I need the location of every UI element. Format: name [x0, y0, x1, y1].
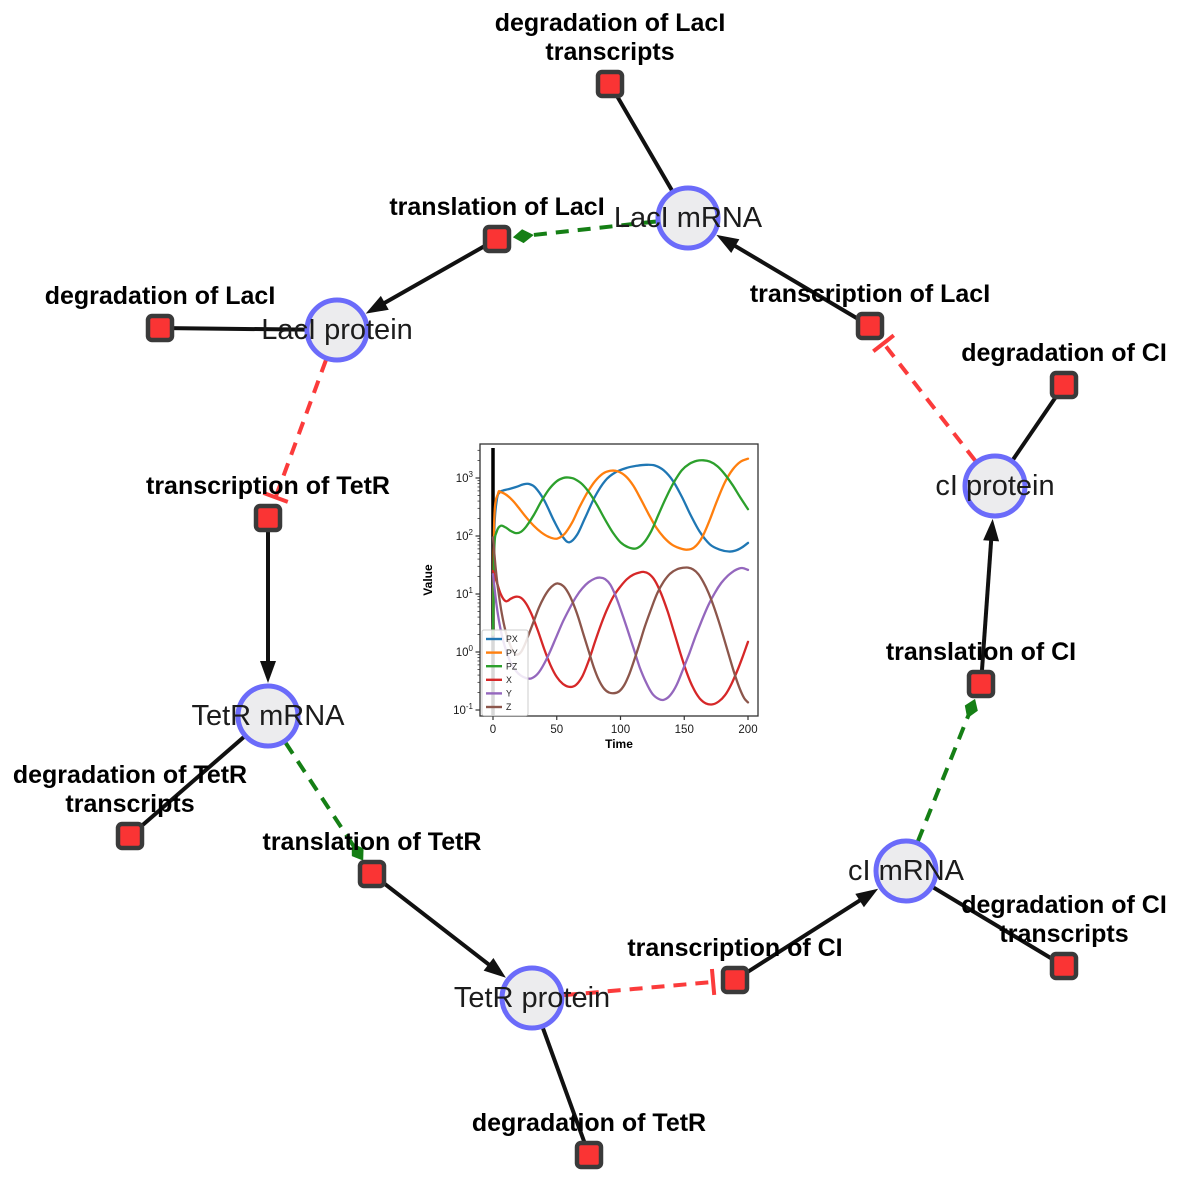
reaction-label-rx-transl-laci: translation of LacI: [389, 193, 604, 221]
edge-product-rx-txn-ci-to-sp-ci-mrna: [733, 888, 879, 982]
reaction-label-rx-deg-laci-tx-line2: transcripts: [545, 38, 674, 66]
reaction-label-rx-deg-ci-tx-line2: transcripts: [999, 920, 1128, 948]
modifier-arrowhead: [512, 229, 534, 244]
reaction-label-rx-transl-ci: translation of CI: [886, 638, 1076, 666]
labels-layer: LacI mRNA LacI protein TetR mRNA TetR prote…: [13, 9, 1167, 1137]
arrowhead: [260, 661, 276, 683]
edge-product-rx-txn-tetr-to-sp-tetr-mrna: [260, 518, 276, 683]
legend: PX PY PZ XYZ: [481, 629, 529, 717]
edge-modifier-sp-ci-mrna-to-rx-transl-ci: [916, 698, 978, 843]
reaction-label-rx-txn-ci: transcription of CI: [627, 934, 842, 962]
reaction-node-rx-txn-ci: [720, 965, 750, 995]
species-node-sp-ci-protein: [962, 453, 1028, 519]
species-node-sp-laci-mrna: [655, 185, 721, 251]
timecourse-inset-plot: 0 50 100 150 200 10-1 100 101 102 103 Time Value PX P…: [415, 428, 780, 773]
legend-label-X: X: [506, 675, 512, 685]
species-label-sp-ci-protein: cI protein: [935, 470, 1054, 502]
x-axis-label: Time: [605, 737, 633, 751]
series-line-PZ: [491, 459, 750, 636]
series-line-PY: [491, 457, 750, 636]
reaction-label-rx-deg-tetr-tx-line1: degradation of TetR: [13, 761, 247, 789]
arrowhead: [483, 957, 506, 978]
reaction-node-rx-transl-laci: [482, 224, 512, 254]
edge-product-rx-txn-laci-to-sp-laci-mrna: [716, 234, 872, 328]
legend-label-Y: Y: [506, 689, 512, 699]
reaction-node-rx-deg-tetr-tx: [115, 821, 145, 851]
inhibition-tbar: [709, 968, 717, 996]
x-tick-label: 200: [738, 724, 757, 736]
species-label-sp-tetr-protein: TetR protein: [454, 982, 610, 1014]
edge-inhibitor-sp-ci-protein-to-rx-txn-laci: [872, 333, 977, 463]
inhibition-tbar: [872, 333, 896, 353]
inhibition-tbar: [262, 490, 289, 504]
reaction-label-rx-deg-ci: degradation of CI: [961, 339, 1167, 367]
x-tick-label: 0: [490, 724, 496, 736]
legend-label-PZ: PZ: [506, 661, 518, 671]
reaction-label-rx-deg-laci-tx-line1: degradation of LacI: [495, 9, 726, 37]
edge-product-rx-transl-ci-to-sp-ci-protein: [979, 518, 1000, 685]
nodes-layer: [115, 69, 1079, 1170]
arrowhead: [716, 234, 740, 253]
species-node-sp-tetr-protein: [499, 965, 565, 1031]
arrowhead: [365, 295, 389, 314]
reaction-label-rx-deg-tetr-tx-line2: transcripts: [65, 790, 194, 818]
reaction-node-rx-deg-ci: [1049, 370, 1079, 400]
edge-modifier-sp-laci-mrna-to-rx-transl-laci: [512, 219, 657, 244]
series-line-PX: [491, 463, 750, 636]
legend-label-Z: Z: [506, 702, 512, 712]
axes-frame: [479, 443, 759, 717]
reaction-node-rx-transl-ci: [966, 669, 996, 699]
species-node-sp-laci-protein: [304, 297, 370, 363]
modifier-arrowhead: [351, 843, 364, 861]
edge-product-rx-transl-tetr-to-sp-tetr-protein: [370, 872, 506, 978]
arrowhead: [855, 888, 879, 908]
reaction-label-rx-txn-laci: transcription of LacI: [750, 280, 990, 308]
reaction-node-rx-txn-laci: [855, 311, 885, 341]
reaction-label-rx-deg-tetr: degradation of TetR: [472, 1109, 706, 1137]
arrowhead: [983, 518, 1000, 542]
series-line-X: [491, 569, 750, 706]
reaction-label-rx-deg-laci: degradation of LacI: [45, 282, 276, 310]
reaction-label-rx-txn-tetr: transcription of TetR: [146, 472, 390, 500]
x-tick-label: 150: [675, 724, 694, 736]
reaction-node-rx-deg-laci-tx: [595, 69, 625, 99]
species-label-sp-laci-mrna: LacI mRNA: [614, 202, 763, 234]
legend-label-PX: PX: [506, 634, 518, 644]
species-node-sp-tetr-mrna: [235, 683, 301, 749]
x-tick-label: 50: [550, 724, 563, 736]
reaction-label-rx-transl-tetr: translation of TetR: [263, 828, 482, 856]
species-label-sp-ci-mrna: cI mRNA: [848, 855, 965, 887]
edge-inhibitor-sp-tetr-protein-to-rx-txn-ci: [563, 968, 717, 998]
reaction-node-rx-deg-ci-tx: [1049, 951, 1079, 981]
edge-inhibitor-sp-laci-protein-to-rx-txn-tetr: [262, 359, 328, 504]
y-axis-label: Value: [421, 564, 435, 596]
species-label-sp-laci-protein: LacI protein: [261, 314, 413, 346]
edge-product-rx-transl-laci-to-sp-laci-protein: [365, 237, 498, 314]
species-node-sp-ci-mrna: [873, 838, 939, 904]
species-label-sp-tetr-mrna: TetR mRNA: [191, 700, 345, 732]
reaction-node-rx-deg-tetr: [574, 1140, 604, 1170]
x-tick-label: 100: [611, 724, 630, 736]
reaction-node-rx-transl-tetr: [357, 859, 387, 889]
edge-modifier-sp-tetr-mrna-to-rx-transl-tetr: [283, 741, 364, 861]
reaction-label-rx-deg-ci-tx-line1: degradation of CI: [961, 891, 1167, 919]
timecourse-chart: 0 50 100 150 20010-1100101102103TimeValuePXP…: [415, 428, 780, 773]
legend-label-PY: PY: [506, 648, 518, 658]
reaction-node-rx-txn-tetr: [253, 503, 283, 533]
modifier-arrowhead: [964, 698, 978, 719]
reaction-node-rx-deg-laci: [145, 313, 175, 343]
